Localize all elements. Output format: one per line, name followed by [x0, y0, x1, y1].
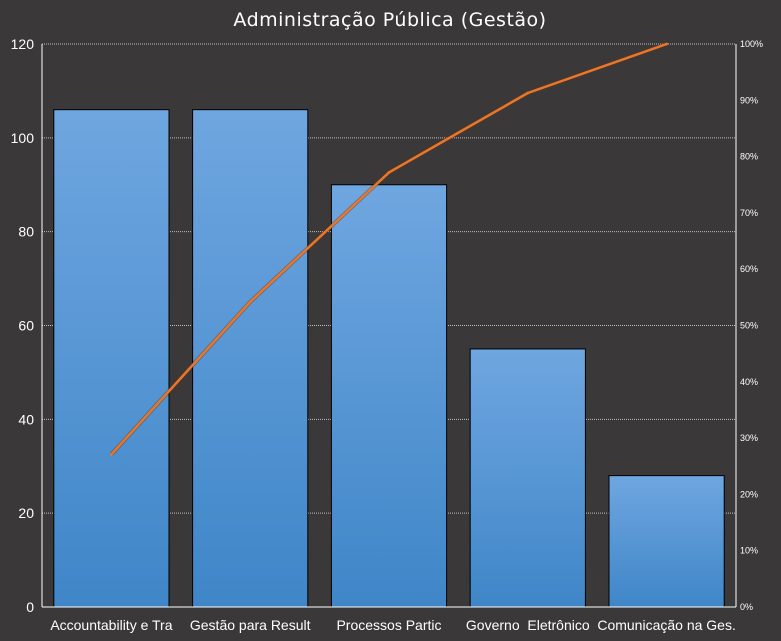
cumulative-point — [526, 91, 530, 95]
y-tick-label-right: 100% — [740, 39, 763, 49]
x-category-label: Governo Eletrônico — [466, 617, 590, 633]
y-tick-label-left: 120 — [11, 36, 35, 52]
y-tick-label-right: 0% — [740, 602, 753, 612]
cumulative-line-group — [109, 42, 668, 456]
cumulative-point — [665, 42, 668, 46]
cumulative-point — [248, 300, 252, 304]
y-tick-label-left: 0 — [26, 599, 34, 615]
bars — [53, 109, 725, 608]
y-tick-label-left: 100 — [11, 130, 35, 146]
bar — [192, 109, 309, 608]
x-category-label: Accountability e Tra — [50, 617, 172, 633]
y-tick-label-right: 50% — [740, 321, 758, 331]
y-tick-label-left: 80 — [18, 224, 34, 240]
y-tick-label-right: 40% — [740, 377, 758, 387]
bar — [330, 184, 448, 608]
x-category-label: Processos Partic — [336, 617, 441, 633]
y-tick-label-right: 10% — [740, 546, 758, 556]
chart-title: Administração Pública (Gestão) — [233, 9, 546, 31]
y-tick-label-left: 40 — [18, 411, 34, 427]
y-tick-label-right: 60% — [740, 264, 758, 274]
x-category-label: Comunicação na Ges. — [597, 617, 736, 633]
bar — [608, 475, 725, 608]
y-tick-label-right: 80% — [740, 152, 758, 162]
y-tick-label-left: 20 — [18, 505, 34, 521]
y-tick-label-right: 30% — [740, 433, 758, 443]
bar — [469, 348, 586, 608]
y-tick-label-right: 70% — [740, 208, 758, 218]
axis-labels: 0 20 40 60 80 100 120 0% 10% 20% 30% 40% 50% 60% 70% 80… — [11, 36, 763, 633]
y-tick-label-left: 60 — [18, 318, 34, 334]
x-category-label: Gestão para Result — [190, 617, 311, 633]
bar — [53, 109, 170, 608]
axes — [41, 44, 737, 608]
cumulative-point — [387, 170, 391, 174]
cumulative-point — [110, 453, 113, 456]
y-tick-label-right: 90% — [740, 95, 758, 105]
y-tick-label-right: 20% — [740, 489, 758, 499]
